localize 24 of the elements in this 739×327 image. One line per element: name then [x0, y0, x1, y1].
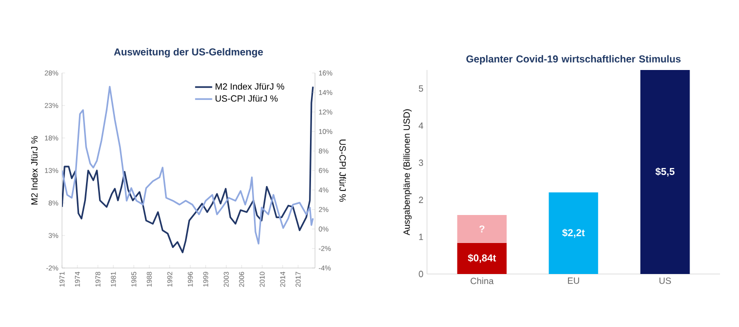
y-tick-label: 1	[419, 234, 424, 240]
y-axis-title: Ausgabenpläne (Billionen USD)	[403, 109, 412, 236]
x-tick-label: EU	[568, 278, 580, 284]
data-label: $0,84t	[468, 254, 496, 263]
data-label: ?	[479, 225, 484, 232]
legend-label: M2 Index JfürJ %	[216, 83, 284, 90]
bar	[457, 215, 507, 243]
data-label: $2,2t	[562, 228, 585, 238]
x-tick-label: US	[660, 278, 671, 284]
y-tick-label: 4	[418, 122, 424, 129]
x-tick-label: China	[470, 278, 494, 284]
data-label: $5,5	[655, 168, 675, 176]
bar	[640, 70, 690, 274]
chart-title: Geplanter Covid-19 wirtschaftlicher Stimulus	[466, 55, 681, 64]
bar	[457, 242, 507, 274]
bar	[548, 192, 598, 274]
y-axis-title: M2 Index JfürJ %	[30, 136, 38, 205]
y-tick-label: 2	[418, 196, 424, 203]
y-tick-label: 3	[418, 160, 424, 166]
y-tick-label: 5	[418, 85, 424, 92]
legend-label: US-CPI JfürJ %	[216, 95, 278, 102]
y-tick-label: 0	[418, 270, 424, 278]
y2-axis-title: US-CPI JfürJ %	[339, 140, 346, 202]
chart-title: Ausweitung der US-Geldmenge	[114, 48, 263, 58]
